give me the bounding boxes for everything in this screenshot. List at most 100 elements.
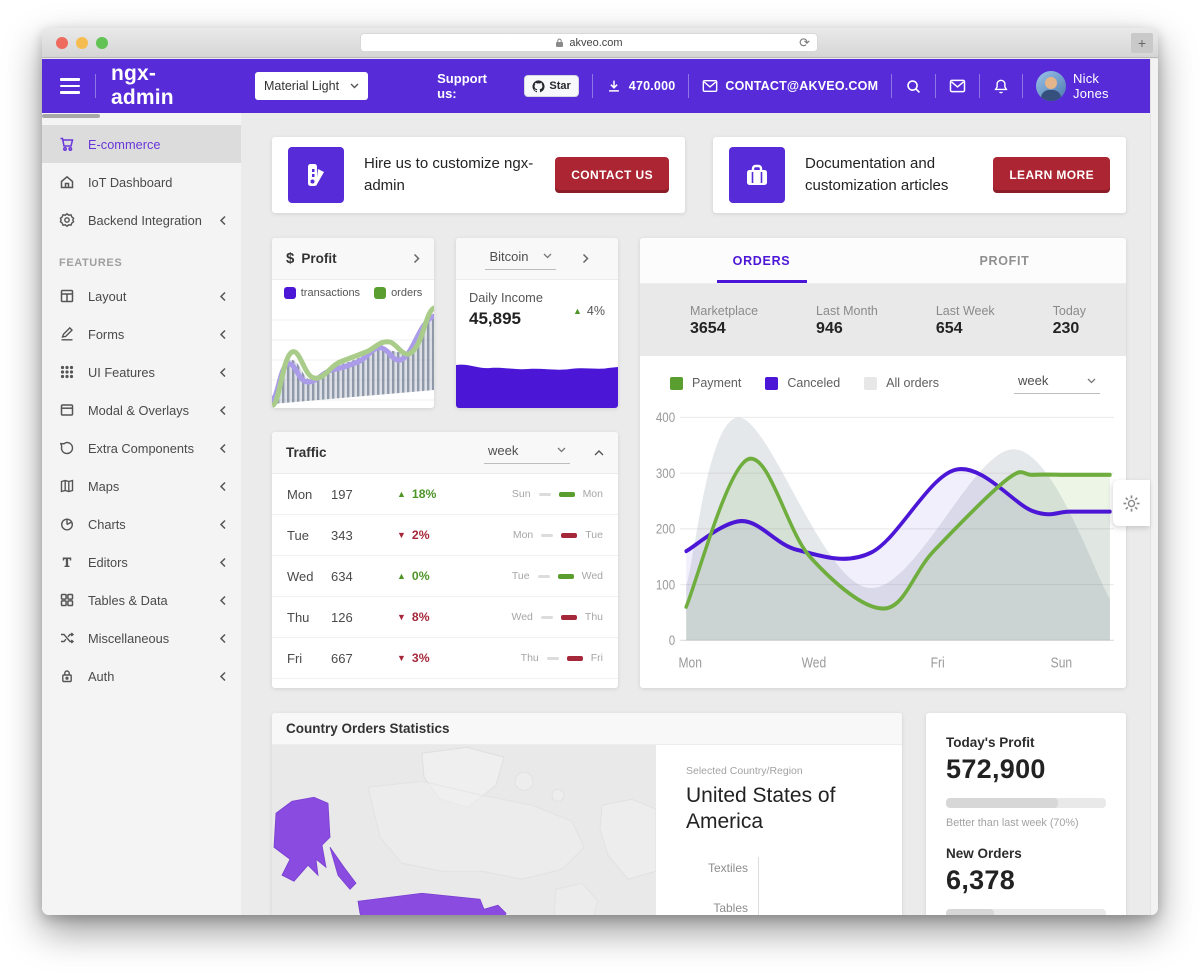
svg-text:200: 200 <box>656 522 675 537</box>
tab-profit[interactable]: PROFIT <box>979 253 1030 268</box>
sidebar: E-commerce IoT Dashboard Backend Integra… <box>42 113 242 915</box>
svg-text:100: 100 <box>656 577 675 592</box>
tab-orders[interactable]: ORDERS <box>640 238 883 283</box>
sidebar-item-layout[interactable]: Layout <box>42 277 241 315</box>
world-map[interactable] <box>272 744 656 916</box>
traffic-row[interactable]: Thu 126 ▼ 8% Wed Thu <box>272 597 618 638</box>
close-window-button[interactable] <box>56 37 68 49</box>
sidebar-scrollbar[interactable] <box>42 114 100 118</box>
divider <box>979 74 981 98</box>
daily-income-delta: ▲ 4% <box>573 304 605 318</box>
downloads-counter[interactable]: 470.000 <box>606 78 676 94</box>
legend-payment: Payment <box>670 376 741 390</box>
sidebar-item-editors[interactable]: T Editors <box>42 543 241 581</box>
svg-text:Sun: Sun <box>1051 655 1072 671</box>
collapse-icon[interactable] <box>594 449 604 456</box>
sidebar-item-iot-dashboard[interactable]: IoT Dashboard <box>42 163 241 201</box>
new-tab-button[interactable]: + <box>1131 33 1153 53</box>
sidebar-item-charts[interactable]: Charts <box>42 505 241 543</box>
traffic-row[interactable]: Mon 197 ▲ 18% Sun Mon <box>272 474 618 515</box>
profit-card-title: Profit <box>301 251 337 266</box>
menu-toggle-icon[interactable] <box>58 74 82 97</box>
grid-icon <box>59 592 75 608</box>
country-card-title: Country Orders Statistics <box>286 720 450 736</box>
country-panel: Selected Country/Region United States of… <box>656 744 902 915</box>
chevron-right-icon[interactable] <box>413 253 420 264</box>
orders-period-select[interactable]: week <box>1014 372 1100 394</box>
sidebar-item-backend-integration[interactable]: Backend Integration <box>42 201 241 239</box>
search-button[interactable] <box>905 78 922 95</box>
orders-period-value: week <box>1018 373 1049 388</box>
sidebar-item-miscellaneous[interactable]: Miscellaneous <box>42 619 241 657</box>
category-label: Tables <box>713 901 748 915</box>
theme-select[interactable]: Material Light <box>255 72 369 100</box>
text-icon: T <box>59 554 75 570</box>
svg-text:400: 400 <box>656 410 675 425</box>
contact-us-button[interactable]: CONTACT US <box>555 157 669 193</box>
svg-text:300: 300 <box>656 466 675 481</box>
current-bar <box>560 614 577 620</box>
contact-email-link[interactable]: CONTACT@AKVEO.COM <box>702 79 878 93</box>
layout-icon <box>59 288 75 304</box>
prev-bar <box>538 492 551 496</box>
settings-toggle-button[interactable] <box>1113 480 1150 526</box>
chevron-down-icon <box>557 447 566 453</box>
legend-orders: orders <box>374 287 422 299</box>
shuffle-icon <box>59 630 75 646</box>
sidebar-item-ecommerce[interactable]: E-commerce <box>42 125 241 163</box>
learn-more-button[interactable]: LEARN MORE <box>993 157 1110 193</box>
app-logo[interactable]: ngx-admin <box>110 62 174 109</box>
profit-card-header[interactable]: $ Profit <box>272 238 434 280</box>
svg-text:Fri: Fri <box>931 655 945 671</box>
traffic-period-select[interactable]: week <box>484 442 570 464</box>
delta-arrow-icon: ▲ <box>573 305 582 316</box>
sidebar-item-extra-components[interactable]: Extra Components <box>42 429 241 467</box>
sidebar-item-maps[interactable]: Maps <box>42 467 241 505</box>
url-text: akveo.com <box>569 36 623 49</box>
country-bar-chart: Textiles Tables <box>686 857 902 915</box>
dollar-icon: $ <box>286 250 295 267</box>
legend-transactions: transactions <box>283 287 360 299</box>
delta-arrow-icon: ▲ <box>397 488 406 499</box>
new-orders-label: New Orders <box>946 846 1022 861</box>
sidebar-item-modal-overlays[interactable]: Modal & Overlays <box>42 391 241 429</box>
search-icon <box>907 79 921 93</box>
chevron-left-icon <box>219 291 227 302</box>
traffic-row[interactable]: Fri 667 ▼ 3% Thu Fri <box>272 638 618 679</box>
currency-select[interactable]: Bitcoin <box>485 248 556 270</box>
home-icon <box>59 174 75 190</box>
download-icon <box>608 80 619 92</box>
url-bar[interactable]: akveo.com ⟳ <box>360 33 818 52</box>
daily-income-value: 45,895 <box>469 309 521 328</box>
sidebar-item-forms[interactable]: Forms <box>42 315 241 353</box>
traffic-row[interactable]: Wed 634 ▲ 0% Tue Wed <box>272 556 618 597</box>
new-orders-progress <box>946 909 1106 915</box>
reload-icon[interactable]: ⟳ <box>799 35 810 50</box>
settings-icon <box>59 212 75 228</box>
messages-button[interactable] <box>949 79 966 93</box>
traffic-period-value: week <box>488 442 519 458</box>
app-header: ngx-admin Material Light Support us: Sta… <box>42 59 1150 113</box>
delta-arrow-icon: ▼ <box>397 652 406 663</box>
scrollbar-gutter[interactable] <box>1150 59 1158 915</box>
minimize-window-button[interactable] <box>76 37 88 49</box>
banner-text: Documentation and customization articles <box>805 154 949 195</box>
chevron-right-icon[interactable] <box>582 253 589 264</box>
category-label: Textiles <box>707 861 748 875</box>
github-star-button[interactable]: Star <box>524 75 579 97</box>
zoom-window-button[interactable] <box>96 37 108 49</box>
chevron-left-icon <box>219 481 227 492</box>
chevron-down-icon <box>350 83 359 89</box>
bitcoin-card-header: Bitcoin <box>456 238 618 280</box>
briefcase-icon <box>729 147 785 203</box>
divider <box>591 74 593 98</box>
sidebar-item-tables-data[interactable]: Tables & Data <box>42 581 241 619</box>
user-menu[interactable]: Nick Jones <box>1036 71 1134 101</box>
current-bar <box>558 491 575 497</box>
page-viewport: ngx-admin Material Light Support us: Sta… <box>42 59 1150 915</box>
traffic-row[interactable]: Tue 343 ▼ 2% Mon Tue <box>272 515 618 556</box>
sidebar-item-ui-features[interactable]: UI Features <box>42 353 241 391</box>
sidebar-item-auth[interactable]: Auth <box>42 657 241 695</box>
support-label: Support us: <box>437 71 487 101</box>
notifications-button[interactable] <box>993 78 1009 95</box>
